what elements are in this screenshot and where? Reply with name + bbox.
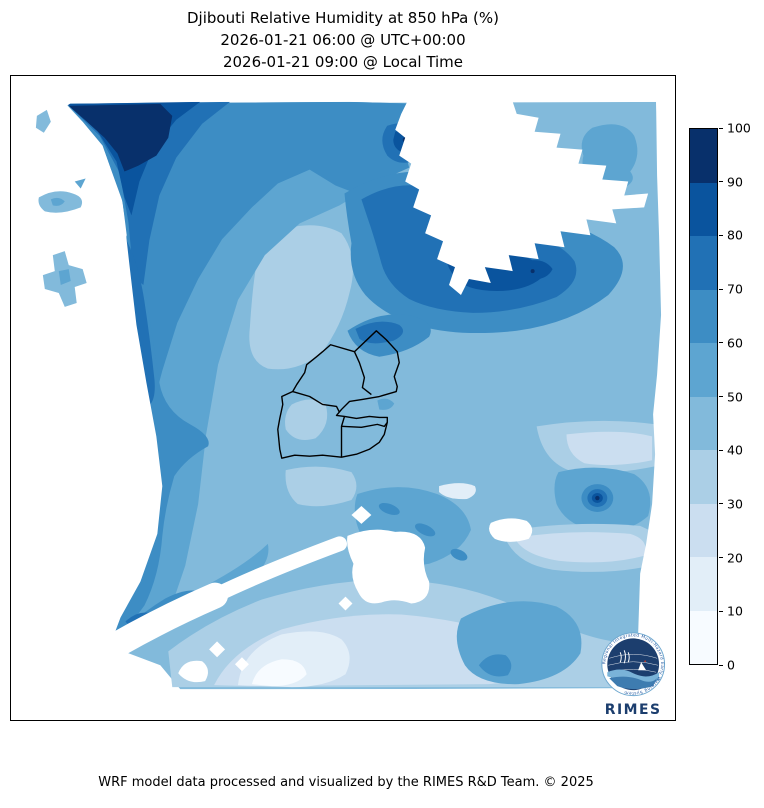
colorbar-ticklabel-30: 30 — [727, 496, 743, 512]
colorbar-ticklabel-40: 40 — [727, 442, 743, 458]
colorbar-tickmark-20 — [719, 557, 723, 559]
logo-acronym: RIMES — [605, 702, 662, 718]
colorbar-tickmark-40 — [719, 449, 723, 451]
nodata-region — [99, 582, 229, 661]
contour-region-30-40 — [285, 399, 328, 441]
logo-wave-mid — [609, 676, 658, 690]
colorbar-ticklabel-80: 80 — [727, 227, 743, 243]
nodata-region — [395, 101, 649, 295]
contour-region-60-70 — [450, 548, 468, 561]
logo-signal-icon — [619, 650, 630, 664]
nodata-region — [11, 76, 674, 102]
colorbar-tickmark-70 — [719, 288, 723, 290]
colorbar-ticklabel-20: 20 — [727, 550, 743, 566]
nodata-region — [11, 76, 163, 719]
colorbar-cell-20-30 — [690, 503, 717, 557]
contour-region-80-90 — [522, 260, 553, 280]
footer-credit: WRF model data processed and visualized … — [98, 775, 594, 790]
colorbar-ticklabel-70: 70 — [727, 281, 743, 297]
nodata-region — [489, 518, 533, 542]
humidity-maximum-bullseye — [581, 484, 614, 512]
colorbar-ticklabel-90: 90 — [727, 174, 743, 190]
colorbar-tickmark-0 — [719, 664, 723, 666]
colorbar-cell-90-100 — [690, 129, 717, 183]
colorbar-tickmark-90 — [719, 181, 723, 183]
logo-wave-light — [607, 669, 660, 685]
rimes-logo: Regional Integrated Multi-Hazard Early W… — [601, 632, 666, 719]
nodata-region — [347, 529, 430, 604]
contour-region-30-40 — [285, 466, 357, 507]
contour-region-50-60 — [50, 197, 65, 206]
colorbar-ticklabel-10: 10 — [727, 603, 743, 619]
humidity-contour-map: Regional Integrated Multi-Hazard Early W… — [11, 76, 674, 719]
colorbar-ticklabel-50: 50 — [727, 389, 743, 404]
contour-region-60-70 — [414, 523, 436, 537]
colorbar-tickmark-50 — [719, 396, 723, 397]
colorbar-ticklabel-0: 0 — [727, 657, 735, 673]
logo-sail-icon — [638, 662, 647, 671]
title-line-1: Djibouti Relative Humidity at 850 hPa (%… — [187, 9, 499, 27]
colorbar-tickmark-100 — [719, 127, 723, 129]
colorbar-tickmark-10 — [719, 610, 723, 612]
colorbar-tickmark-60 — [719, 342, 723, 344]
colorbar-cell-0-10 — [690, 610, 717, 664]
nodata-region — [351, 505, 372, 524]
contour-region-20-30 — [514, 532, 646, 563]
contour-region-90-100 — [68, 103, 173, 172]
colorbar-ticklabel-60: 60 — [727, 335, 743, 351]
west-islands — [35, 109, 87, 307]
figure-title: Djibouti Relative Humidity at 850 hPa (%… — [0, 7, 686, 73]
colorbar-cell-40-50 — [690, 396, 717, 450]
title-line-3: 2026-01-21 09:00 @ Local Time — [222, 53, 464, 71]
contour-region-10-20 — [439, 483, 476, 500]
nodata-region — [207, 536, 347, 604]
colorbar — [689, 128, 718, 665]
logo-flag-dot — [644, 660, 647, 663]
nodata-region — [209, 641, 226, 658]
contour-region-70-80 — [355, 321, 404, 344]
contour-region-90-100 — [595, 495, 600, 501]
contour-region-50-60 — [74, 178, 86, 189]
contour-region-0-10 — [251, 659, 307, 687]
colorbar-cell-50-60 — [690, 343, 717, 397]
nodata-overlays — [11, 76, 674, 719]
nodata-region — [234, 657, 249, 672]
contour-region-90-100 — [530, 269, 535, 274]
colorbar-cell-80-90 — [690, 182, 717, 236]
contour-region-70-80 — [125, 240, 155, 406]
contour-region-70-80 — [66, 101, 231, 286]
contour-region-50-60 — [58, 269, 71, 286]
colorbar-ticklabel-100: 100 — [727, 120, 751, 136]
title-line-2: 2026-01-21 06:00 @ UTC+00:00 — [220, 31, 466, 49]
map-frame: Regional Integrated Multi-Hazard Early W… — [10, 75, 676, 721]
colorbar-cell-70-80 — [690, 236, 717, 290]
contour-region-60-70 — [378, 502, 400, 515]
contour-region-30-40 — [249, 225, 354, 370]
colorbar-cell-60-70 — [690, 289, 717, 343]
contour-region-20-30 — [566, 431, 653, 466]
colorbar-tickmark-30 — [719, 503, 723, 505]
nodata-region — [178, 660, 208, 683]
colorbar-cell-10-20 — [690, 557, 717, 611]
contour-region-60-70 — [478, 654, 512, 677]
colorbar-tickmark-80 — [719, 234, 723, 236]
nodata-region — [628, 101, 674, 719]
contour-region-40-50 — [35, 109, 51, 133]
nodata-region — [90, 688, 649, 719]
admin-boundaries — [277, 330, 400, 459]
contour-region-50-60 — [377, 398, 395, 410]
nodata-region — [338, 596, 353, 611]
colorbar-cell-30-40 — [690, 450, 717, 504]
